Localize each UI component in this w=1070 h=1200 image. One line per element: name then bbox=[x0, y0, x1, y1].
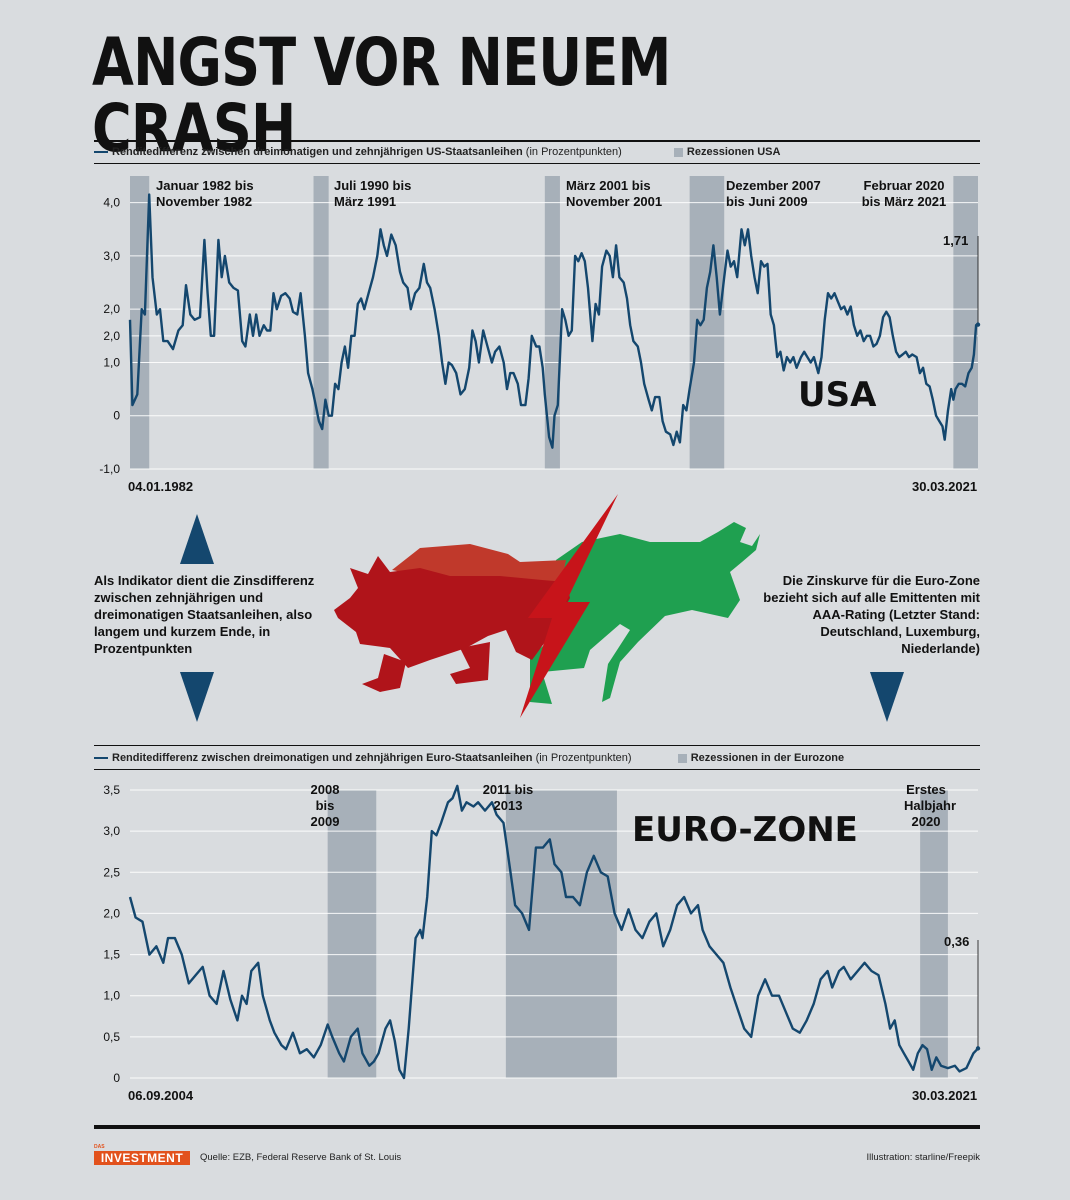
bull-icon bbox=[530, 522, 760, 704]
euro-recession-band bbox=[327, 790, 377, 1078]
usa-ytick-label: 2,0 bbox=[103, 329, 120, 343]
usa-recession-band bbox=[689, 176, 725, 469]
usa-legend: Renditedifferenz zwischen dreimonatigen … bbox=[94, 146, 980, 158]
usa-recession-label-2: Juli 1990 bis März 1991 bbox=[334, 178, 412, 209]
euro-recession-band bbox=[505, 790, 617, 1078]
euro-ytick-label: 1,0 bbox=[103, 989, 120, 1003]
usa-legend-recession: Rezessionen USA bbox=[686, 146, 781, 158]
usa-recession-band bbox=[130, 176, 150, 469]
euro-legend-unit: (in Prozentpunkten) bbox=[535, 752, 632, 764]
usa-recession-band bbox=[313, 176, 329, 469]
usa-last-value: 1,71 bbox=[943, 233, 969, 248]
usa-region-label: USA bbox=[798, 375, 877, 415]
euro-chart: 0 0,5 1,0 1,5 2,0 2,5 3,0 3,5 bbox=[103, 783, 981, 1085]
usa-recession-swatch bbox=[673, 147, 683, 157]
usa-ytick-label: 3,0 bbox=[103, 249, 120, 263]
euro-legend-recession: Rezessionen in der Eurozone bbox=[690, 752, 845, 764]
euro-start-date: 06.09.2004 bbox=[128, 1088, 194, 1103]
euro-recession-label-3: Erstes Halbjahr 2020 bbox=[904, 782, 957, 829]
euro-legend-rule bbox=[94, 769, 980, 770]
euro-last-value: 0,36 bbox=[944, 934, 970, 949]
usa-ytick-label: 0 bbox=[113, 409, 120, 423]
euro-last-point bbox=[975, 1046, 981, 1051]
usa-end-date: 30.03.2021 bbox=[912, 479, 978, 494]
usa-recession-label-5: Februar 2020 bis März 2021 bbox=[861, 178, 947, 209]
usa-start-date: 04.01.1982 bbox=[128, 479, 194, 494]
footer-rule bbox=[94, 1125, 980, 1129]
usa-legend-unit: (in Prozentpunkten) bbox=[525, 146, 622, 158]
arrow-down-right-icon bbox=[870, 672, 904, 722]
usa-series-line bbox=[128, 193, 979, 449]
euro-ytick-label: 3,5 bbox=[103, 783, 120, 797]
euro-legend-series: Renditedifferenz zwischen dreimonatigen … bbox=[112, 752, 533, 764]
usa-last-point bbox=[975, 322, 981, 327]
usa-ytick-label: -1,0 bbox=[99, 462, 120, 476]
usa-ytick-label: 4,0 bbox=[103, 196, 120, 210]
usa-legend-series: Renditedifferenz zwischen dreimonatigen … bbox=[112, 146, 523, 158]
usa-recession-label-1: Januar 1982 bis November 1982 bbox=[156, 178, 254, 209]
euro-recession-band bbox=[920, 790, 948, 1078]
source-text: Quelle: EZB, Federal Reserve Bank of St.… bbox=[200, 1152, 402, 1163]
euro-ytick-label: 3,0 bbox=[103, 824, 120, 838]
euro-series-line bbox=[128, 784, 979, 1080]
credit-text: Illustration: starline/Freepik bbox=[866, 1152, 980, 1163]
bear-icon bbox=[334, 544, 570, 692]
euro-recession-label-1: 2008 bis 2009 bbox=[310, 782, 340, 829]
euro-top-rule bbox=[94, 745, 980, 746]
logo-small-text: DAS bbox=[94, 1144, 105, 1150]
usa-top-rule bbox=[94, 140, 980, 142]
euro-ytick-label: 1,5 bbox=[103, 948, 120, 962]
euro-legend: Renditedifferenz zwischen dreimonatigen … bbox=[94, 752, 980, 764]
arrow-up-left-icon bbox=[180, 514, 214, 564]
arrow-down-left-icon bbox=[180, 672, 214, 722]
euro-region-label: EURO-ZONE bbox=[632, 810, 858, 850]
usa-recession-band bbox=[953, 176, 978, 469]
usa-series-swatch bbox=[94, 151, 108, 154]
page-title: ANGST VOR NEUEM CRASH bbox=[92, 24, 671, 167]
usa-ytick-label: 1,0 bbox=[103, 355, 120, 369]
usa-legend-rule bbox=[94, 163, 980, 164]
logo-text: INVESTMENT bbox=[94, 1151, 190, 1165]
euro-recession-swatch bbox=[677, 753, 687, 763]
euro-series-swatch bbox=[94, 757, 108, 760]
euro-end-date: 30.03.2021 bbox=[912, 1088, 978, 1103]
euro-ytick-label: 2,0 bbox=[103, 906, 120, 920]
euro-ytick-label: 0,5 bbox=[103, 1030, 120, 1044]
investment-logo: DAS INVESTMENT bbox=[94, 1143, 190, 1165]
right-note: Die Zinskurve für die Euro-Zone bezieht … bbox=[763, 573, 980, 656]
usa-chart: -1,0 0 1,0 2,0 2,0 3,0 4,0 bbox=[99, 176, 981, 476]
left-note: Als Indikator dient die Zinsdifferenz zw… bbox=[94, 573, 315, 656]
usa-recession-label-3: März 2001 bis November 2001 bbox=[566, 178, 663, 209]
euro-ytick-label: 0 bbox=[113, 1071, 120, 1085]
lightning-icon bbox=[520, 494, 618, 718]
usa-recession-label-4: Dezember 2007 bis Juni 2009 bbox=[726, 178, 821, 209]
euro-ytick-label: 2,5 bbox=[103, 865, 120, 879]
bear-bull-illustration bbox=[334, 494, 760, 718]
usa-ytick-label: 2,0 bbox=[103, 302, 120, 316]
euro-recession-label-2: 2011 bis 2013 bbox=[482, 782, 534, 813]
usa-recession-band bbox=[544, 176, 560, 469]
